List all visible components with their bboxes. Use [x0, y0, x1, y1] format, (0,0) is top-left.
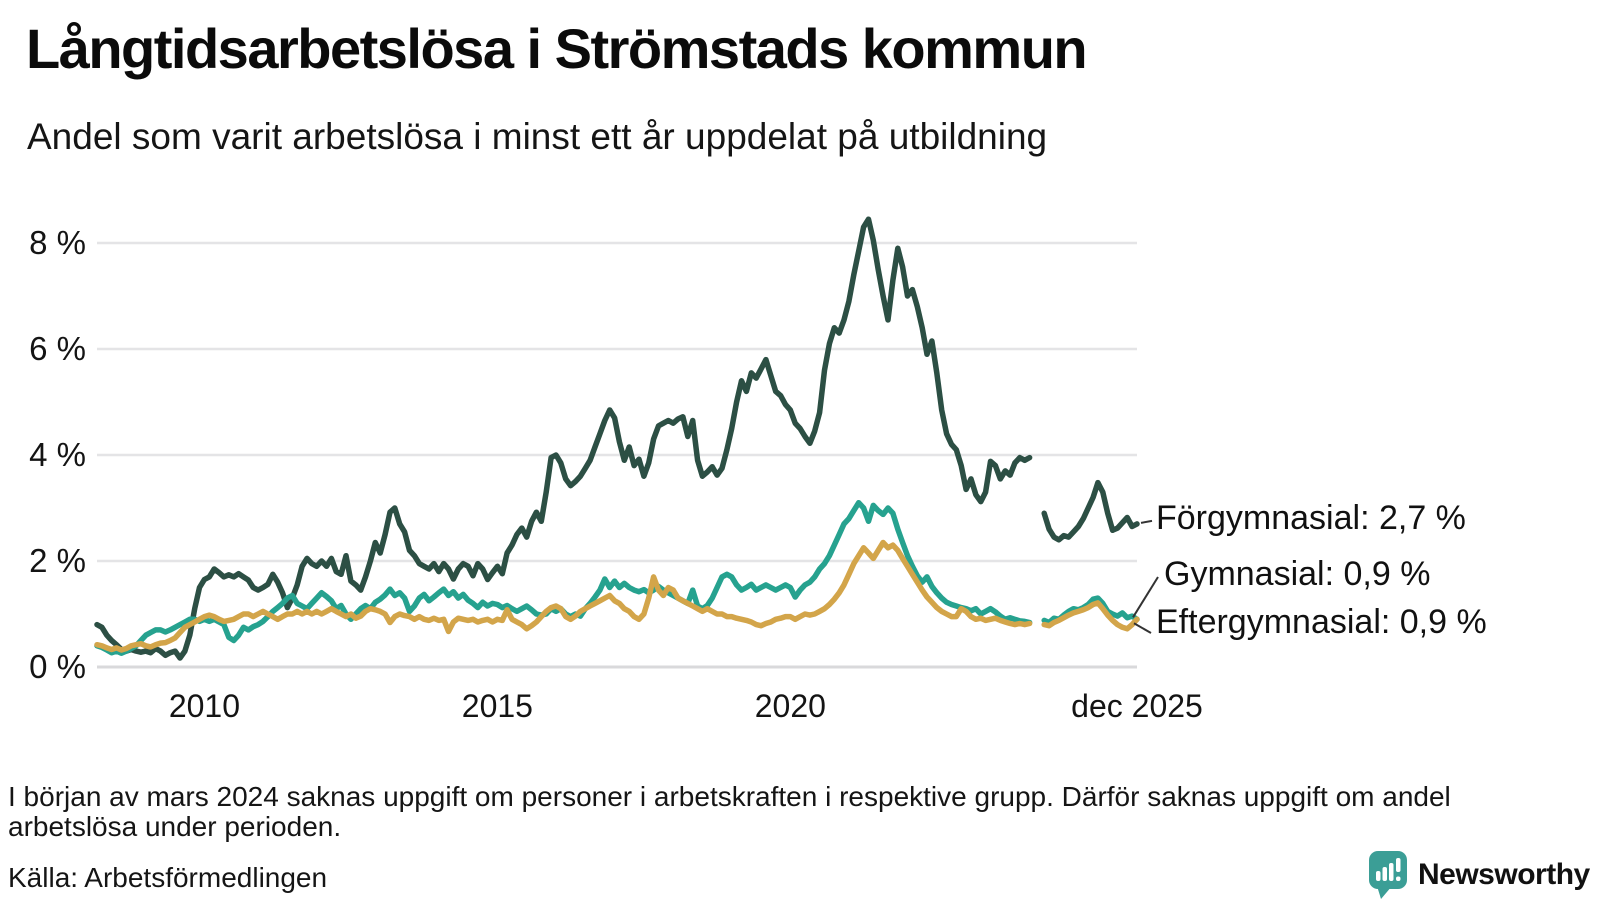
series-label-forgymnasial: Förgymnasial: 2,7 % — [1156, 499, 1466, 537]
x-tick-label: 2020 — [754, 688, 826, 724]
page-title: Långtidsarbetslösa i Strömstads kommun — [26, 17, 1088, 80]
x-tick-label: 2010 — [168, 688, 240, 724]
source-text: Källa: Arbetsförmedlingen — [8, 862, 328, 893]
y-tick-label: 2 % — [29, 542, 86, 579]
newsworthy-logo: Newsworthy — [1368, 850, 1590, 900]
connector-forgymnasial — [1140, 519, 1153, 524]
x-tick-label: 2015 — [461, 688, 533, 724]
x-tick-label: dec 2025 — [1071, 688, 1203, 724]
page-subtitle: Andel som varit arbetslösa i minst ett å… — [27, 116, 1048, 157]
newsworthy-wordmark: Newsworthy — [1418, 858, 1590, 891]
footnote-text: I början av mars 2024 saknas uppgift om … — [8, 781, 1451, 842]
series-line-gymnasial — [94, 499, 1140, 656]
series-label-gymnasial: Gymnasial: 0,9 % — [1164, 555, 1431, 593]
series-line-eftergymnasial — [94, 539, 1140, 653]
connector-eftergymnasial — [1133, 622, 1152, 634]
newsworthy-icon — [1369, 851, 1407, 899]
series-label-eftergymnasial: Eftergymnasial: 0,9 % — [1156, 603, 1487, 641]
y-tick-label: 8 % — [29, 224, 86, 261]
y-tick-label: 4 % — [29, 436, 86, 473]
y-tick-label: 6 % — [29, 330, 86, 367]
connector-gymnasial — [1132, 576, 1159, 618]
y-tick-label: 0 % — [29, 648, 86, 685]
series-line-förgymnasial — [94, 216, 1140, 661]
